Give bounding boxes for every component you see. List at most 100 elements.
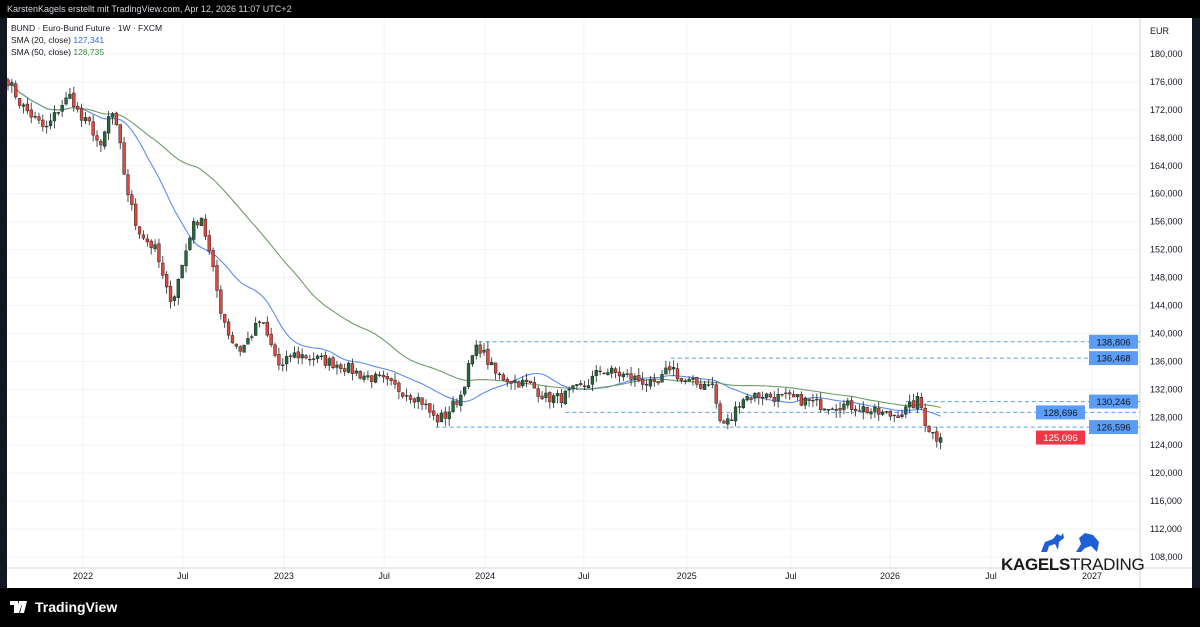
candle-up (246, 338, 250, 345)
candle-down (807, 398, 811, 401)
candle-up (776, 394, 780, 402)
x-tick-label: 2024 (475, 571, 495, 581)
candle-down (257, 321, 262, 323)
logo-light-text: TRADING (1070, 555, 1145, 574)
candle-down (919, 397, 923, 409)
y-tick-label: 180,000 (1150, 49, 1183, 59)
candle-down (675, 368, 680, 380)
logo-bold-text: KAGELS (1001, 555, 1071, 574)
candle-down (261, 322, 266, 324)
candle-up (110, 113, 115, 118)
candle-up (586, 385, 591, 389)
candle-down (935, 431, 939, 442)
candle-up (184, 250, 188, 267)
y-tick-label: 172,000 (1150, 105, 1183, 115)
candle-up (366, 375, 370, 378)
candle-down (540, 395, 544, 400)
candle-up (904, 406, 908, 415)
y-tick-label: 144,000 (1150, 300, 1183, 310)
candle-up (633, 375, 637, 380)
candle-down (656, 381, 660, 384)
candle-up (335, 364, 339, 368)
candle-down (95, 135, 99, 141)
candle-up (48, 120, 53, 127)
candle-up (64, 97, 68, 105)
legend-sma50: SMA (50, close) 128,735 (11, 46, 162, 58)
price-tag-label: 126,596 (1096, 423, 1130, 434)
candle-up (691, 377, 695, 380)
candlestick-chart[interactable]: 108,000 112,000 116,000 120,000 124,000 128,0… (7, 18, 1192, 588)
y-tick-label: 124,000 (1150, 440, 1183, 450)
candle-up (606, 372, 610, 375)
candle-down (45, 125, 49, 128)
candle-up (106, 116, 111, 134)
candle-down (509, 380, 513, 384)
candle-up (702, 383, 707, 390)
candle-down (714, 384, 718, 404)
candle-down (134, 203, 138, 226)
candle-down (381, 374, 386, 378)
candle-down (76, 105, 80, 110)
candle-up (103, 131, 107, 147)
candle-down (122, 142, 126, 175)
candle-down (443, 411, 447, 419)
candle-up (552, 395, 556, 404)
candle-up (544, 392, 548, 398)
candle-down (312, 358, 316, 360)
candle-down (644, 383, 649, 386)
candle-up (153, 244, 157, 250)
candle-down (637, 375, 641, 381)
candle-down (528, 380, 533, 383)
candle-up (660, 374, 664, 383)
candle-down (641, 378, 645, 385)
candle-up (803, 397, 807, 406)
candle-up (416, 396, 420, 402)
candle-up (192, 221, 196, 240)
candle-down (772, 397, 776, 402)
y-tick-label: 128,000 (1150, 412, 1183, 422)
candle-up (466, 363, 471, 387)
price-tag (1036, 405, 1085, 420)
candle-down (695, 377, 699, 385)
candle-down (505, 379, 509, 383)
candle-down (428, 403, 432, 413)
candle-down (99, 140, 103, 146)
candle-down (830, 408, 834, 410)
candle-down (768, 393, 773, 398)
candle-up (56, 112, 60, 114)
y-tick-label: 112,000 (1150, 524, 1182, 534)
candle-up (733, 406, 738, 422)
legend-symbol: BUND · Euro-Bund Future · 1W · FXCM (11, 23, 163, 33)
candle-up (424, 403, 428, 406)
candle-up (21, 104, 26, 107)
candle-down (168, 285, 173, 302)
candle-down (37, 116, 41, 121)
candle-up (180, 264, 184, 279)
candle-down (149, 240, 153, 248)
candle-down (679, 378, 684, 381)
candle-down (370, 375, 374, 382)
chart-panel[interactable]: 108,000 112,000 116,000 120,000 124,000 128,0… (7, 18, 1192, 588)
x-tick-label: Jul (985, 571, 997, 581)
tradingview-logo[interactable]: TradingView (10, 599, 117, 615)
price-tag-label: 125,096 (1043, 433, 1077, 444)
candle-down (888, 410, 893, 417)
kagels-trading-logo: KAGELSTRADING (1001, 530, 1145, 578)
candle-up (880, 411, 885, 415)
candle-up (172, 296, 177, 301)
candle-down (304, 355, 308, 359)
candle-down (296, 351, 300, 359)
y-tick-label: 160,000 (1150, 189, 1183, 199)
candle-down (652, 378, 656, 382)
candle-down (126, 174, 130, 196)
x-tick-label: Jul (785, 571, 797, 581)
candle-up (490, 362, 494, 366)
candle-up (861, 406, 865, 413)
candle-down (223, 314, 227, 323)
candle-up (308, 358, 312, 361)
candle-down (478, 344, 482, 354)
candle-up (459, 394, 463, 406)
candle-down (435, 414, 440, 423)
x-tick-label: 2026 (880, 571, 900, 581)
candle-up (315, 355, 320, 359)
